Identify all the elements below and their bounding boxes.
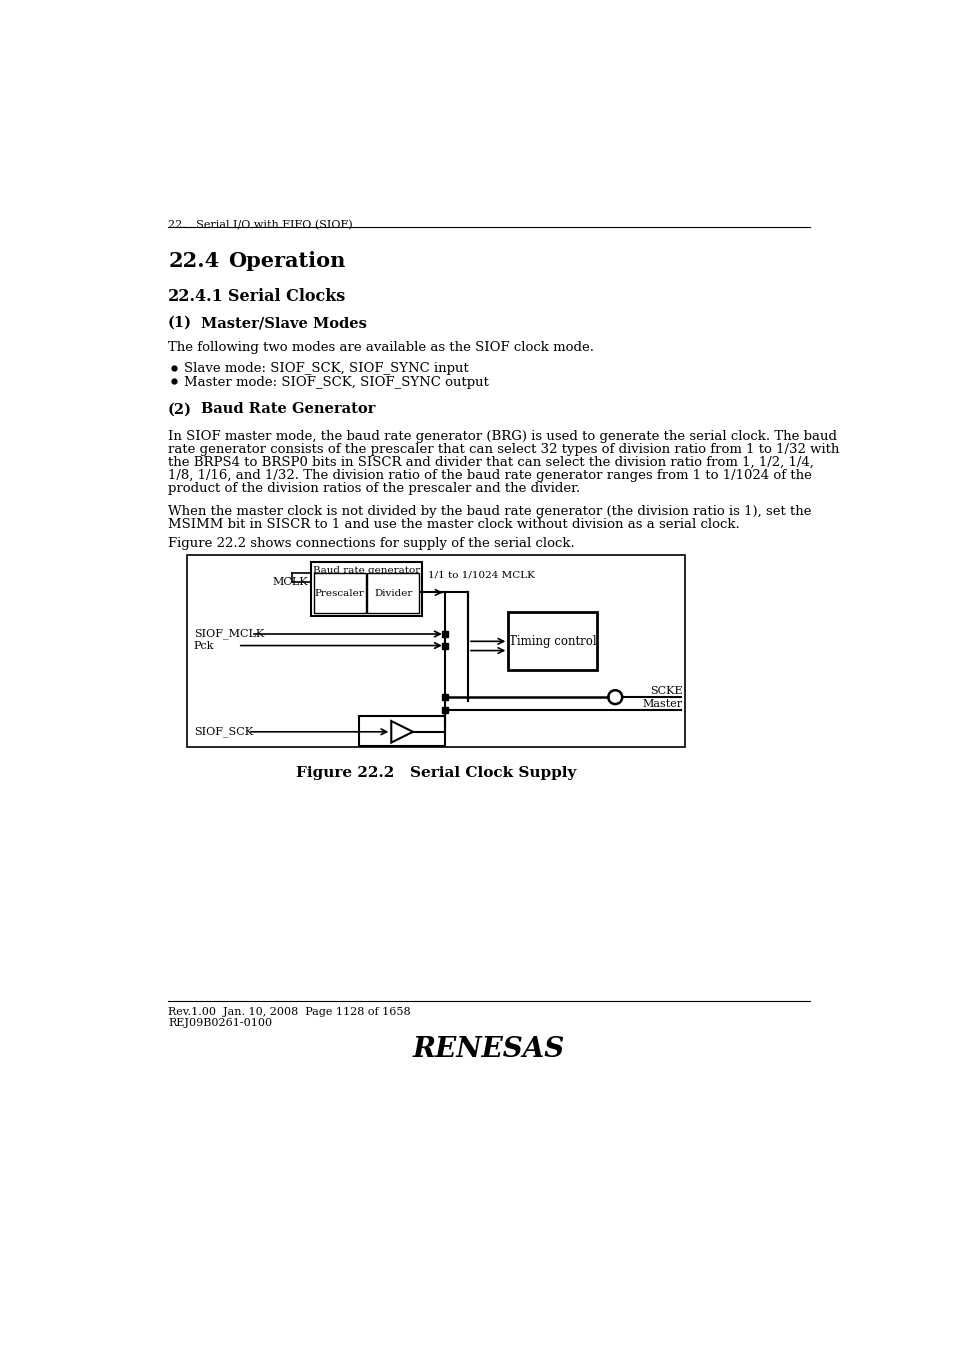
Text: 1/8, 1/16, and 1/32. The division ratio of the baud rate generator ranges from 1: 1/8, 1/16, and 1/32. The division ratio … (168, 470, 811, 482)
Bar (367, 574, 418, 613)
Text: Baud rate generator: Baud rate generator (313, 566, 419, 575)
Text: Serial Clocks: Serial Clocks (228, 288, 345, 305)
Text: Timing control: Timing control (509, 634, 596, 648)
Text: (2): (2) (168, 402, 192, 416)
Text: In SIOF master mode, the baud rate generator (BRG) is used to generate the seria: In SIOF master mode, the baud rate gener… (168, 429, 836, 443)
Bar (508, 613, 597, 670)
Text: REJ09B0261-0100: REJ09B0261-0100 (168, 1018, 272, 1029)
Text: Rev.1.00  Jan. 10, 2008  Page 1128 of 1658: Rev.1.00 Jan. 10, 2008 Page 1128 of 1658 (168, 1007, 411, 1018)
Text: Master: Master (642, 699, 682, 710)
Bar (314, 574, 365, 613)
Text: 22.   Serial I/O with FIFO (SIOF): 22. Serial I/O with FIFO (SIOF) (168, 220, 353, 230)
Text: The following two modes are available as the SIOF clock mode.: The following two modes are available as… (168, 340, 594, 354)
Text: RENESAS: RENESAS (413, 1035, 564, 1062)
Text: the BRPS4 to BRSP0 bits in SISCR and divider that can select the division ratio : the BRPS4 to BRSP0 bits in SISCR and div… (168, 456, 813, 470)
Text: Master/Slave Modes: Master/Slave Modes (200, 316, 366, 329)
Text: Slave mode: SIOF_SCK, SIOF_SYNC input: Slave mode: SIOF_SCK, SIOF_SYNC input (183, 362, 468, 375)
Text: Operation: Operation (228, 251, 345, 270)
Text: 1/1 to 1/1024 MCLK: 1/1 to 1/1024 MCLK (427, 570, 534, 579)
Text: product of the division ratios of the prescaler and the divider.: product of the division ratios of the pr… (168, 482, 579, 495)
Text: rate generator consists of the prescaler that can select 32 types of division ra: rate generator consists of the prescaler… (168, 443, 839, 456)
Text: Master mode: SIOF_SCK, SIOF_SYNC output: Master mode: SIOF_SCK, SIOF_SYNC output (183, 377, 488, 389)
Text: Prescaler: Prescaler (314, 589, 364, 598)
Text: Baud Rate Generator: Baud Rate Generator (200, 402, 375, 416)
Text: SIOF_MCLK: SIOF_MCLK (193, 629, 264, 640)
Text: SCKE: SCKE (649, 686, 682, 697)
Text: (1): (1) (168, 316, 192, 329)
Text: Figure 22.2   Serial Clock Supply: Figure 22.2 Serial Clock Supply (295, 767, 576, 780)
Text: Pck: Pck (193, 640, 213, 651)
Text: When the master clock is not divided by the baud rate generator (the division ra: When the master clock is not divided by … (168, 505, 811, 517)
Bar (359, 717, 444, 745)
Bar (187, 555, 684, 747)
Text: MSIMM bit in SISCR to 1 and use the master clock without division as a serial cl: MSIMM bit in SISCR to 1 and use the mast… (168, 518, 739, 531)
Text: 22.4: 22.4 (168, 251, 219, 270)
Text: MCLK: MCLK (273, 576, 308, 587)
Bar (311, 563, 421, 617)
Text: SIOF_SCK: SIOF_SCK (193, 726, 253, 737)
Text: Divider: Divider (374, 589, 412, 598)
Text: Figure 22.2 shows connections for supply of the serial clock.: Figure 22.2 shows connections for supply… (168, 537, 575, 549)
Text: 22.4.1: 22.4.1 (168, 288, 224, 305)
